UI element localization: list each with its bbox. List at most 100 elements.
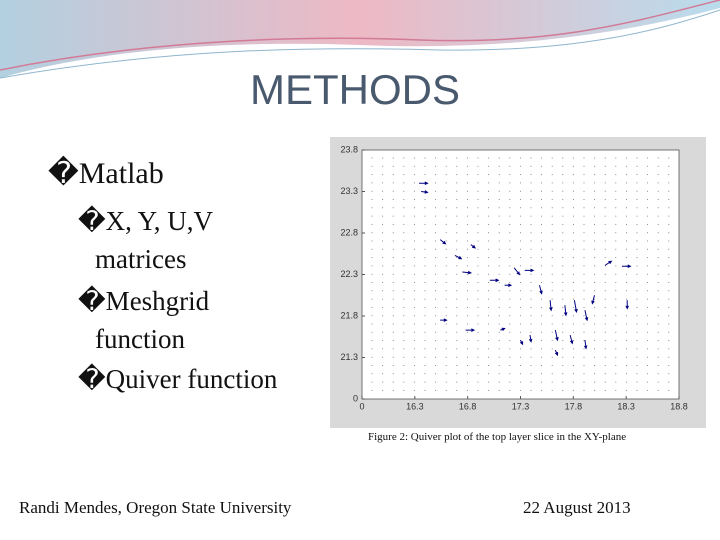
grid-dot [636, 215, 638, 217]
grid-dot [477, 282, 479, 283]
grid-dot [541, 356, 543, 358]
grid-dot [530, 365, 532, 366]
slide-title: METHODS [250, 66, 460, 113]
grid-dot [668, 240, 670, 242]
grid-dot [466, 165, 468, 167]
grid-dot [530, 290, 532, 292]
grid-dot [636, 199, 638, 200]
grid-dot [403, 381, 405, 383]
grid-dot [519, 282, 521, 283]
grid-dot [445, 315, 447, 317]
sub-bullet: �Quiver function [78, 364, 278, 394]
grid-dot [466, 182, 468, 184]
bullet: �Matlab [48, 157, 164, 190]
quiver-plot: 0 16.3 16.8 17.3 17.8 18.3 18.8 0 21.3 21.8 22.3 22… [330, 137, 706, 428]
grid-dot [615, 248, 617, 250]
grid-dot [424, 356, 426, 358]
grid-dot [562, 240, 564, 242]
grid-dot [456, 290, 458, 292]
grid-dot [604, 165, 606, 167]
grid-dot [413, 248, 415, 250]
grid-dot [488, 381, 490, 383]
grid-dot [382, 182, 384, 184]
grid-dot [647, 315, 649, 317]
grid-dot [583, 389, 585, 391]
grid-dot [636, 273, 638, 275]
grid-dot [519, 348, 521, 350]
grid-dot [498, 199, 500, 200]
grid-dot [519, 240, 521, 242]
grid-dot [541, 306, 543, 308]
sub-bullet: �X, Y, U,V matrices [78, 206, 213, 274]
grid-dot [625, 240, 627, 242]
grid-dot [371, 165, 373, 167]
grid-dot [403, 174, 405, 176]
y-tick-label: 0 [353, 393, 358, 403]
grid-dot [371, 331, 373, 333]
grid-dot [466, 306, 468, 308]
grid-dot [551, 348, 553, 350]
grid-dot [625, 389, 627, 391]
grid-dot [477, 257, 479, 259]
quiver-arrow [554, 349, 559, 357]
grid-dot [392, 265, 394, 267]
x-tick-label: 18.8 [670, 401, 688, 411]
quiver-arrow [604, 260, 613, 266]
grid-dot [424, 273, 426, 275]
grid-dot [594, 306, 596, 308]
grid-dot [488, 315, 490, 317]
grid-dot [541, 232, 543, 234]
grid-dot [657, 365, 659, 366]
grid-dot [456, 157, 458, 159]
grid-dot [583, 290, 585, 292]
grid-dot [519, 323, 521, 325]
grid-dot [541, 223, 543, 225]
grid-dot [498, 165, 500, 167]
quiver-arrow [504, 283, 513, 288]
y-tick-label: 23.8 [340, 144, 358, 154]
grid-dot [392, 340, 394, 342]
grid-dot [657, 207, 659, 209]
grid-dot [498, 348, 500, 350]
grid-dot [615, 182, 617, 184]
grid-dot [509, 190, 511, 192]
grid-dot [445, 157, 447, 159]
grid-dot [604, 331, 606, 333]
grid-dot [519, 331, 521, 333]
grid-dot [413, 265, 415, 267]
grid-dot [445, 240, 447, 242]
grid-dot [530, 157, 532, 159]
grid-dot [572, 223, 574, 225]
y-tick-label: 23.3 [340, 186, 358, 196]
grid-dot [382, 331, 384, 333]
grid-dot [466, 315, 468, 317]
grid-dot [657, 298, 659, 300]
grid-dot [583, 298, 585, 300]
x-tick-label: 17.8 [565, 401, 583, 411]
grid-dot [657, 223, 659, 225]
grid-dot [604, 315, 606, 317]
grid-dot [403, 373, 405, 375]
grid-dot [583, 273, 585, 275]
grid-dot [509, 331, 511, 333]
grid-dot [382, 248, 384, 250]
grid-dot [509, 257, 511, 259]
grid-dot [403, 165, 405, 167]
grid-dot [668, 157, 670, 159]
grid-dot [382, 282, 384, 283]
grid-dot [403, 298, 405, 300]
grid-dot [456, 174, 458, 176]
grid-dot [657, 290, 659, 292]
grid-dot [445, 182, 447, 184]
grid-dot [604, 373, 606, 375]
grid-dot [509, 207, 511, 209]
grid-dot [625, 174, 627, 176]
grid-dot [668, 373, 670, 375]
grid-dot [583, 257, 585, 259]
grid-dot [594, 207, 596, 209]
grid-dot [657, 257, 659, 259]
grid-dot [509, 381, 511, 383]
grid-dot [572, 174, 574, 176]
grid-dot [583, 315, 585, 317]
grid-dot [594, 265, 596, 267]
